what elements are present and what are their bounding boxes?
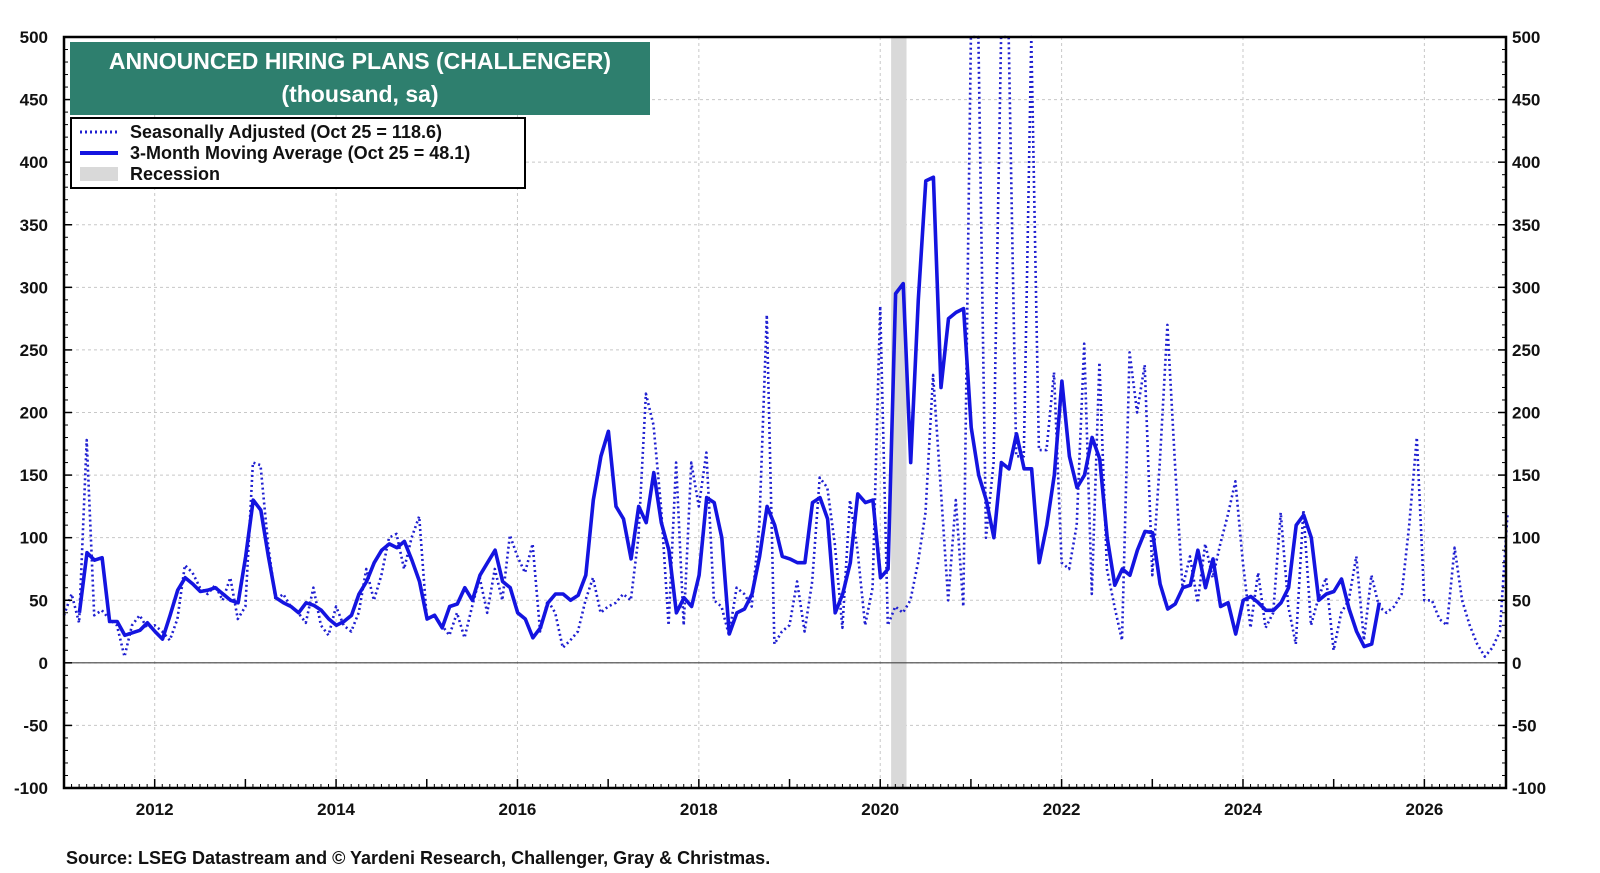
axes: -100 -100 -50 -50 0 0 50 50 100 100 150 150 200 200 25…: [14, 28, 1546, 819]
y-tick-label-right: 0: [1512, 654, 1521, 673]
x-tick-label: 2018: [680, 800, 718, 819]
x-tick-label: 2024: [1224, 800, 1262, 819]
legend: Seasonally Adjusted (Oct 25 = 118.6) 3-M…: [70, 117, 526, 189]
y-tick-label-right: 400: [1512, 153, 1540, 172]
y-tick-label-right: 200: [1512, 404, 1540, 423]
y-tick-label-right: 300: [1512, 278, 1540, 297]
x-tick-label: 2026: [1405, 800, 1443, 819]
y-tick-label-left: 450: [20, 91, 48, 110]
chart-title-box: ANNOUNCED HIRING PLANS (CHALLENGER) (tho…: [70, 42, 650, 115]
y-tick-label-left: 50: [29, 591, 48, 610]
series-layer: [62, 35, 1509, 658]
y-tick-label-right: 100: [1512, 529, 1540, 548]
y-tick-label-right: 350: [1512, 216, 1540, 235]
y-tick-label-right: 500: [1512, 28, 1540, 47]
series-seasonally-adjusted-line: [62, 35, 1509, 658]
y-tick-label-right: 50: [1512, 591, 1531, 610]
y-tick-label-left: 100: [20, 529, 48, 548]
y-tick-label-left: 150: [20, 466, 48, 485]
y-tick-label-left: 250: [20, 341, 48, 360]
y-tick-label-right: 450: [1512, 91, 1540, 110]
y-tick-label-left: 400: [20, 153, 48, 172]
chart-subtitle: (thousand, sa): [281, 81, 439, 107]
y-tick-label-left: 350: [20, 216, 48, 235]
legend-label: 3-Month Moving Average (Oct 25 = 48.1): [130, 143, 471, 163]
y-tick-label-left: 0: [39, 654, 48, 673]
source-note: Source: LSEG Datastream and © Yardeni Re…: [66, 848, 771, 868]
x-tick-label: 2014: [317, 800, 355, 819]
y-tick-label-right: -100: [1512, 779, 1546, 798]
dotted-line-swatch: [80, 130, 118, 134]
legend-label: Seasonally Adjusted (Oct 25 = 118.6): [130, 122, 442, 142]
recession-swatch: [80, 167, 118, 181]
solid-line-swatch: [80, 151, 118, 155]
x-tick-label: 2016: [499, 800, 537, 819]
chart-title: ANNOUNCED HIRING PLANS (CHALLENGER): [108, 48, 612, 74]
y-tick-label-right: -50: [1512, 716, 1537, 735]
series-moving-average-line: [77, 175, 1382, 649]
x-tick-label: 2020: [861, 800, 899, 819]
y-tick-label-left: 300: [20, 278, 48, 297]
legend-label: Recession: [130, 164, 221, 184]
y-tick-label-left: -50: [23, 716, 48, 735]
y-tick-label-left: 200: [20, 404, 48, 423]
y-tick-label-right: 250: [1512, 341, 1540, 360]
recession-band: [891, 37, 907, 788]
x-tick-label: 2012: [136, 800, 174, 819]
x-tick-label: 2022: [1043, 800, 1081, 819]
y-tick-label-right: 150: [1512, 466, 1540, 485]
y-tick-label-left: -100: [14, 779, 48, 798]
y-tick-label-left: 500: [20, 28, 48, 47]
